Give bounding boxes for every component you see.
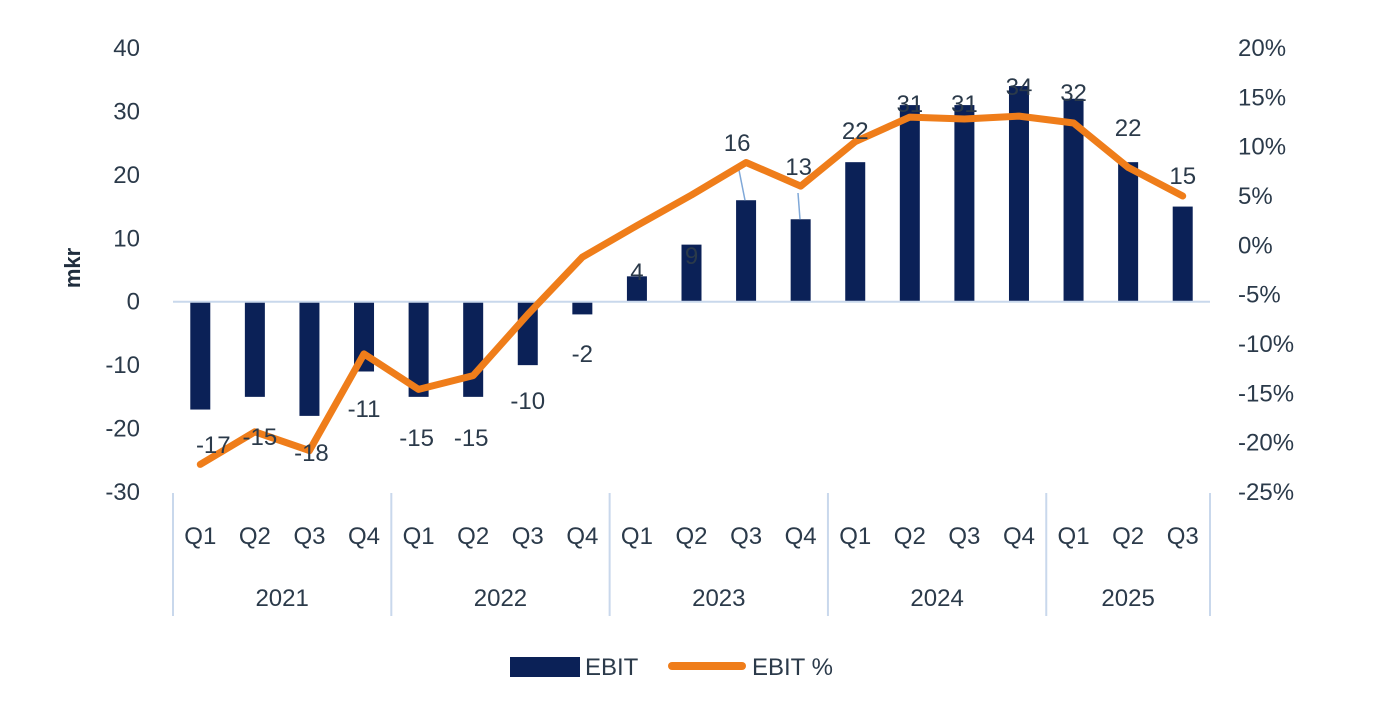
ebit-data-label: 22 <box>1115 115 1142 142</box>
year-group-label: 2025 <box>1101 585 1154 612</box>
ebit-data-label: -15 <box>399 425 434 452</box>
legend-ebit-percent-label: EBIT % <box>752 654 833 681</box>
right-axis-tick-label: 15% <box>1238 84 1286 111</box>
ebit-data-label: -2 <box>572 341 593 368</box>
right-axis-tick-label: -15% <box>1238 380 1294 407</box>
ebit-data-label: 31 <box>951 91 978 118</box>
right-axis-tick-label: 20% <box>1238 35 1286 62</box>
left-axis-title: mkr <box>60 247 85 288</box>
year-group-label: 2023 <box>692 585 745 612</box>
left-axis-tick-label: -20 <box>105 416 140 443</box>
right-axis-tick-label: -20% <box>1238 430 1294 457</box>
left-axis-tick-label: 30 <box>113 98 140 125</box>
legend-ebit-swatch <box>510 657 580 677</box>
year-group-label: 2021 <box>255 585 308 612</box>
label-leader-lines <box>737 164 801 220</box>
quarter-label: Q2 <box>1112 523 1144 550</box>
quarter-label: Q1 <box>1058 523 1090 550</box>
quarter-label: Q2 <box>894 523 926 550</box>
ebit-bar <box>244 301 265 397</box>
ebit-data-label: 13 <box>785 154 812 181</box>
left-axis-tick-label: -30 <box>105 479 140 506</box>
ebit-bar <box>736 200 757 302</box>
quarter-label: Q3 <box>730 523 762 550</box>
ebit-bar <box>845 162 866 302</box>
ebit-data-label: 4 <box>630 259 643 286</box>
ebit-bar <box>899 105 920 302</box>
quarter-label: Q1 <box>184 523 216 550</box>
left-axis-tick-label: 10 <box>113 225 140 252</box>
ebit-data-label: 31 <box>896 91 923 118</box>
quarter-label: Q1 <box>839 523 871 550</box>
ebit-data-label: 22 <box>842 118 869 145</box>
right-axis-tick-label: 0% <box>1238 232 1273 259</box>
ebit-data-label: -17 <box>196 432 231 459</box>
ebit-data-label: 32 <box>1060 80 1087 107</box>
right-axis-tick-label: -5% <box>1238 282 1281 309</box>
quarter-label: Q1 <box>403 523 435 550</box>
ebit-bar <box>1008 86 1029 302</box>
quarter-label: Q3 <box>293 523 325 550</box>
left-axis-tick-label: 40 <box>113 35 140 62</box>
right-axis-tick-label: -10% <box>1238 331 1294 358</box>
quarter-label: Q4 <box>785 523 817 550</box>
quarter-label: Q2 <box>239 523 271 550</box>
ebit-data-label: 34 <box>1006 74 1033 101</box>
category-separators <box>172 493 1211 616</box>
leader-line <box>737 164 746 201</box>
ebit-bar <box>1172 206 1193 302</box>
legend-ebit-label: EBIT <box>585 654 639 681</box>
legend: EBIT EBIT % <box>510 654 833 681</box>
leader-line <box>797 192 801 220</box>
left-axis-tick-label: 0 <box>127 289 140 316</box>
ebit-bar <box>299 301 320 416</box>
ebit-bar <box>626 276 647 302</box>
right-axis-ticks: -25% -20% -15% -10% -5% 0% 5% 10% 15% 20% <box>1238 35 1294 506</box>
ebit-bar <box>681 244 702 302</box>
quarter-label: Q2 <box>675 523 707 550</box>
ebit-data-label: -18 <box>294 440 329 467</box>
quarter-label: Q3 <box>1167 523 1199 550</box>
ebit-bar <box>1063 98 1084 302</box>
right-axis-tick-label: -25% <box>1238 479 1294 506</box>
ebit-data-label: 16 <box>724 130 751 157</box>
year-group-label: 2024 <box>910 585 963 612</box>
quarter-label: Q4 <box>1003 523 1035 550</box>
ebit-bar <box>463 301 484 397</box>
quarter-label: Q1 <box>621 523 653 550</box>
right-axis-tick-label: 10% <box>1238 134 1286 161</box>
ebit-data-label: 9 <box>685 243 698 270</box>
year-group-label: 2022 <box>474 585 527 612</box>
ebit-data-label: -15 <box>243 424 278 451</box>
ebit-bar <box>572 301 593 315</box>
ebit-bar <box>954 105 975 302</box>
quarter-label: Q3 <box>512 523 544 550</box>
quarter-label: Q4 <box>348 523 380 550</box>
ebit-bar <box>408 301 429 397</box>
left-axis-tick-label: -10 <box>105 352 140 379</box>
right-axis-tick-label: 5% <box>1238 183 1273 210</box>
ebit-bar <box>790 219 811 302</box>
ebit-bar <box>1118 162 1139 302</box>
ebit-percent-line <box>196 112 1187 468</box>
ebit-data-label: 15 <box>1169 163 1196 190</box>
quarter-label: Q3 <box>948 523 980 550</box>
ebit-data-label: -10 <box>510 388 545 415</box>
quarter-label: Q2 <box>457 523 489 550</box>
ebit-data-labels: -17 -15 -18 -11 -15 -15 -10 -2 4 9 16 13 22 31 31 34 32 2… <box>196 74 1196 467</box>
category-axis-labels: 2021 2022 2023 2024 2025 Q1 Q2 Q3 Q4 Q1 Q2 Q3 Q4 Q1 Q2… <box>184 523 1198 612</box>
ebit-bar <box>190 301 211 410</box>
quarter-label: Q4 <box>566 523 598 550</box>
ebit-data-label: -15 <box>454 425 489 452</box>
ebit-data-label: -11 <box>348 396 381 423</box>
left-axis-ticks: -30 -20 -10 0 10 20 30 40 <box>105 35 140 506</box>
left-axis-tick-label: 20 <box>113 162 140 189</box>
